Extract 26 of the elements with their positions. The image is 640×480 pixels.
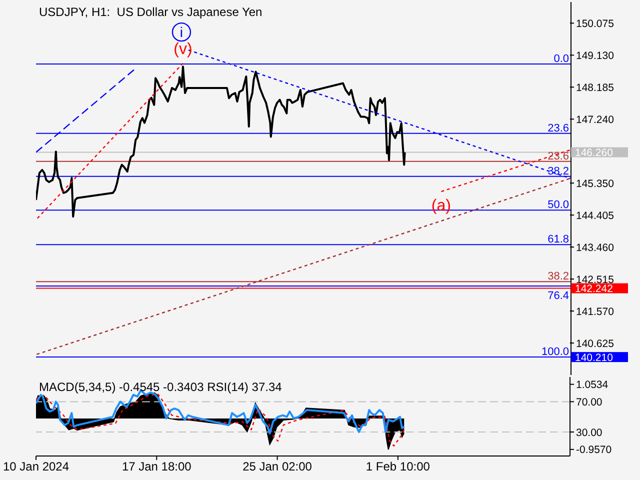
y-tick-label: 147.240	[576, 114, 614, 126]
annotation: 0.0	[554, 52, 569, 65]
y-tick-label: 141.570	[576, 306, 614, 318]
y-tick-label: 143.460	[576, 242, 614, 254]
annotation: 61.8	[548, 234, 569, 246]
y-tick-label: 140.210	[575, 352, 614, 364]
y-tick-label: 149.130	[576, 50, 614, 62]
annotation: i	[180, 24, 184, 40]
annotation: 76.4	[548, 290, 569, 302]
annotation: 100.0	[541, 346, 569, 358]
y-tick-label: 146.260	[575, 147, 614, 160]
y-tick-label: 145.350	[576, 178, 614, 190]
y-tick-label: 142.515	[576, 274, 614, 286]
chart-title: USDJPY, H1: US Dollar vs Japanese Yen	[39, 5, 262, 19]
y-tick-label: 140.625	[576, 338, 614, 350]
y-tick-label: 144.405	[576, 210, 614, 222]
y-tick-label: 142.242	[575, 283, 614, 296]
annotation: (v)	[174, 41, 192, 58]
annotation: 23.6	[548, 150, 569, 162]
annotation: 50.0	[548, 199, 569, 212]
line-series	[36, 66, 406, 218]
y-tick-label: 148.185	[576, 82, 614, 94]
annotation: 38.2	[548, 270, 569, 283]
y-tick-label: 150.075	[576, 18, 614, 30]
annotation: 38.2	[548, 165, 569, 178]
annotation: 23.6	[548, 122, 569, 134]
